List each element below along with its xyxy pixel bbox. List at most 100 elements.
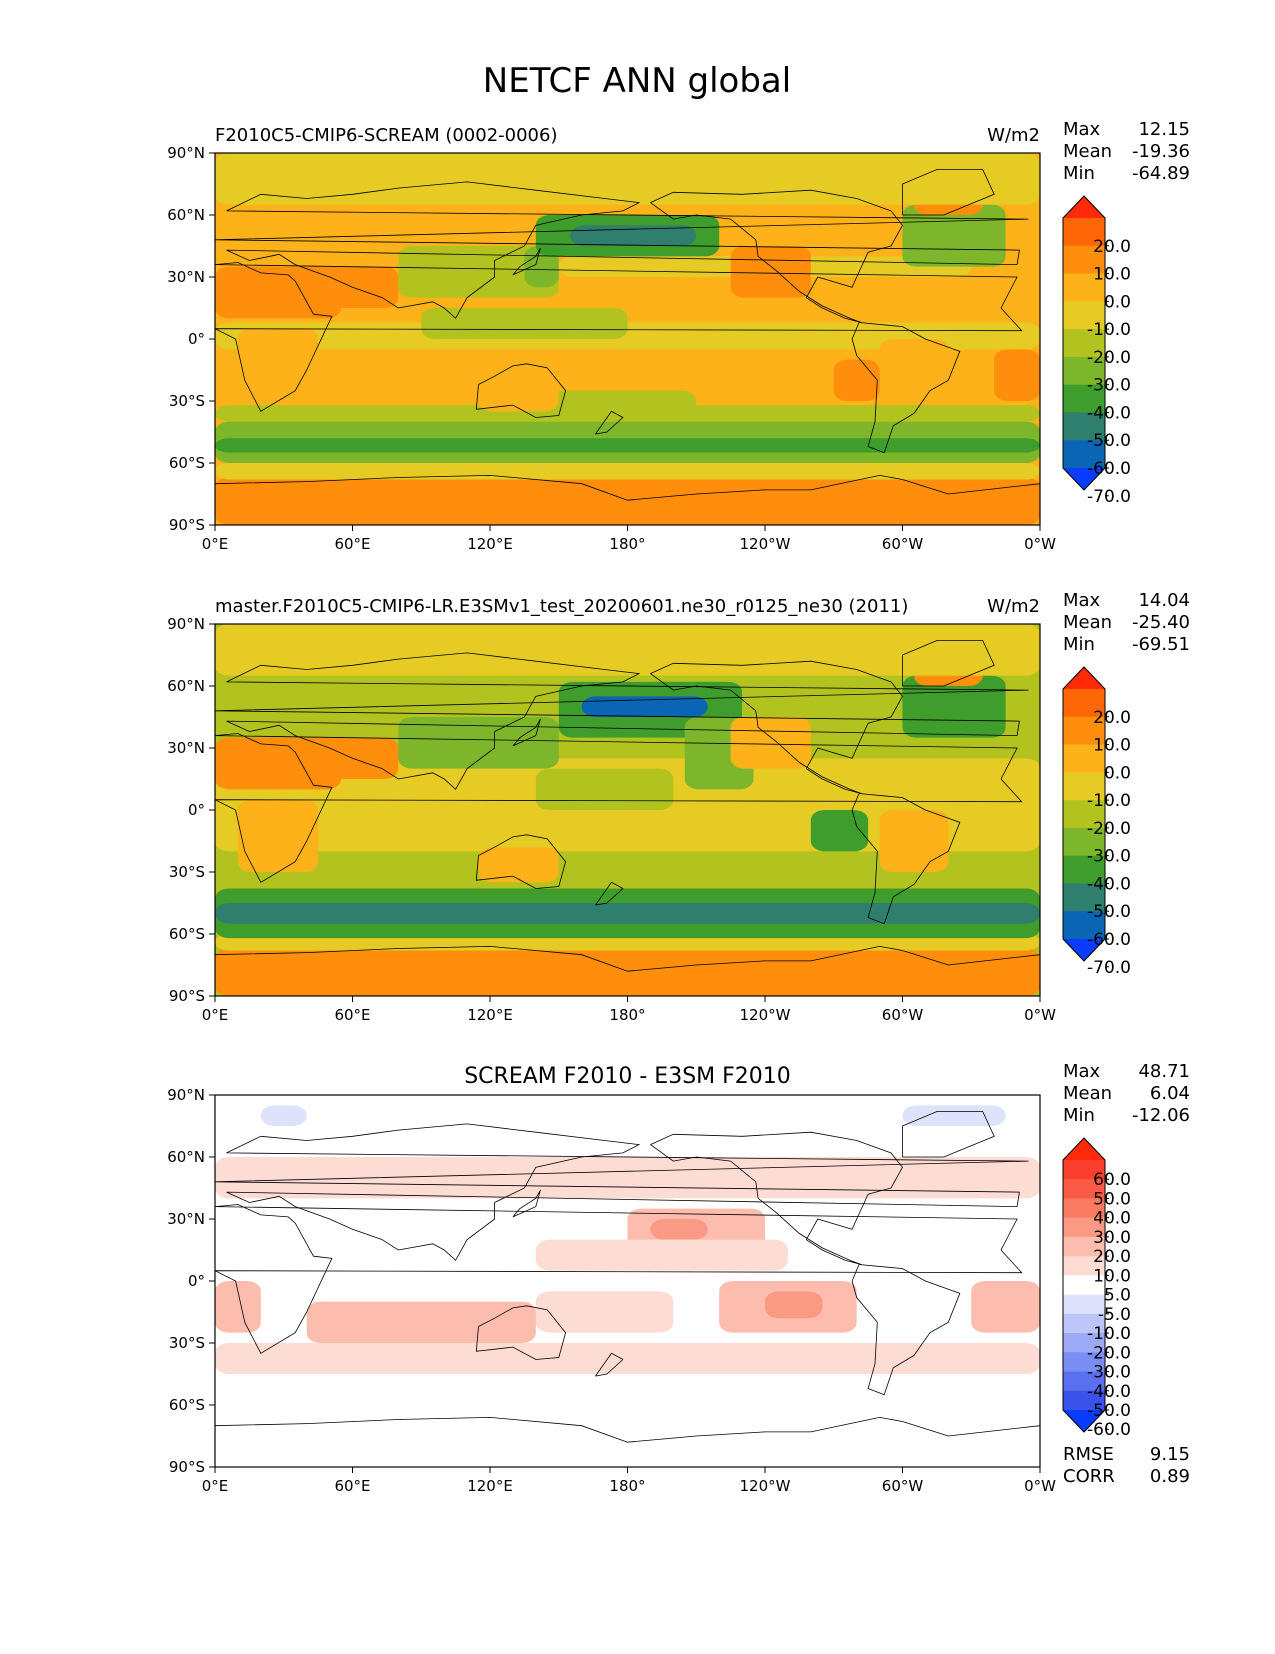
colorbar-segment — [1063, 329, 1105, 358]
y-tick-label: 60°N — [167, 1148, 205, 1166]
colorbar-segment — [1063, 1371, 1105, 1392]
y-tick-label: 30°N — [167, 739, 205, 757]
map-field — [215, 1095, 1040, 1467]
colorbar-segment — [1063, 1294, 1105, 1315]
colorbar-label: -40.0 — [1087, 1382, 1131, 1402]
coastline — [650, 1131, 903, 1265]
colorbar-label: 10.0 — [1093, 736, 1131, 756]
colorbar-segment — [1063, 1333, 1105, 1353]
y-tick-label: 0° — [188, 330, 205, 348]
colorbar-label: 10.0 — [1093, 265, 1131, 285]
coastline — [215, 474, 1040, 501]
colorbar-segment — [1063, 1236, 1105, 1257]
x-tick-label: 120°W — [740, 535, 791, 553]
coastline — [650, 189, 903, 323]
colorbar-label: 20.0 — [1093, 1247, 1131, 1267]
field-region — [902, 1105, 1006, 1126]
field-region — [810, 810, 869, 852]
y-tick-label: 60°S — [169, 925, 205, 943]
field-region — [215, 405, 1040, 422]
colorbar-segment — [1063, 440, 1105, 469]
colorbar-extend-max — [1063, 1138, 1105, 1160]
colorbar-segment — [1063, 1198, 1105, 1219]
field-region — [833, 359, 880, 401]
field-region — [535, 1239, 788, 1271]
coastline — [215, 1416, 1040, 1443]
stat-label: CORR — [1063, 1466, 1115, 1487]
stat-label: RMSE — [1063, 1444, 1114, 1465]
coastline — [650, 660, 903, 794]
x-tick-label: 0°E — [202, 535, 229, 553]
colorbar-label: 30.0 — [1093, 1228, 1131, 1248]
colorbar-label: -10.0 — [1087, 791, 1131, 811]
colorbar-label: 60.0 — [1093, 1170, 1131, 1190]
y-tick-label: 60°S — [169, 454, 205, 472]
panel-units: W/m2 — [987, 125, 1040, 146]
field-region — [237, 799, 319, 872]
y-tick-label: 30°S — [169, 392, 205, 410]
y-tick-label: 30°N — [167, 1210, 205, 1228]
field-region — [994, 349, 1040, 401]
colorbar-label: -60.0 — [1087, 459, 1131, 479]
figure-title: NETCF ANN global — [483, 61, 791, 101]
field-region — [971, 1281, 1040, 1333]
colorbar-segment — [1063, 1160, 1105, 1180]
stat-label: Max — [1063, 1061, 1101, 1082]
coastline — [512, 247, 541, 276]
colorbar-label: -30.0 — [1087, 1363, 1131, 1383]
x-tick-label: 0°E — [202, 1006, 229, 1024]
colorbar-label: -70.0 — [1087, 487, 1131, 507]
field-region — [421, 308, 628, 339]
field-region — [581, 696, 708, 717]
colorbar-label: -60.0 — [1087, 1420, 1131, 1440]
x-tick-label: 180° — [609, 1006, 645, 1024]
coastline — [595, 881, 624, 906]
coastline — [215, 262, 1023, 412]
colorbar-segment — [1063, 245, 1105, 275]
colorbar-label: 0.0 — [1104, 292, 1131, 312]
coastline — [215, 652, 1029, 790]
map-field — [215, 624, 1040, 996]
field-region — [879, 339, 949, 401]
field-region — [478, 847, 559, 883]
coastline — [851, 322, 961, 454]
y-tick-label: 90°S — [169, 1458, 205, 1476]
stat-label: Min — [1063, 163, 1095, 184]
y-tick-label: 60°S — [169, 1396, 205, 1414]
colorbar-label: 10.0 — [1093, 1266, 1131, 1286]
stat-label: Max — [1063, 590, 1101, 611]
stat-value: -12.06 — [1132, 1105, 1190, 1126]
panel-title: SCREAM F2010 - E3SM F2010 — [464, 1064, 791, 1089]
stat-label: Mean — [1063, 612, 1112, 633]
colorbar-segment — [1063, 1275, 1105, 1296]
colorbar-label: 20.0 — [1093, 708, 1131, 728]
colorbar-segment — [1063, 744, 1105, 773]
colorbar-segment — [1063, 273, 1105, 302]
colorbar-segment — [1063, 716, 1105, 746]
colorbar-extend-min — [1063, 1410, 1105, 1432]
colorbar: 20.0 10.0 0.0 -10.0 -20.0 -30.0 -40.0 -50.0 -60.… — [1062, 195, 1131, 507]
panel-test: 0°E 60°E 120°E 180° 120°W 60°W 0°W 90°N 60°N 30°N… — [167, 119, 1190, 553]
y-tick-label: 90°N — [167, 1086, 205, 1104]
field-region — [570, 225, 697, 246]
stat-value: -19.36 — [1132, 141, 1190, 162]
stat-value: 9.15 — [1150, 1444, 1190, 1465]
coastline — [851, 1264, 961, 1396]
colorbar-label: 40.0 — [1093, 1209, 1131, 1229]
map-field — [215, 153, 1040, 525]
colorbar-label: 50.0 — [1093, 1189, 1131, 1209]
y-tick-label: 0° — [188, 1272, 205, 1290]
coastline — [512, 1189, 541, 1218]
panel-ref: 0°E 60°E 120°E 180° 120°W 60°W 0°W 90°N 60°N 30°N… — [167, 590, 1190, 1024]
y-tick-label: 0° — [188, 801, 205, 819]
stat-value: 14.04 — [1138, 590, 1190, 611]
coastline — [215, 733, 1023, 883]
colorbar-label: 0.0 — [1104, 763, 1131, 783]
colorbar-segment — [1063, 301, 1105, 330]
field-region — [478, 376, 559, 412]
coastline — [595, 1352, 624, 1377]
coastline — [475, 834, 567, 889]
stat-label: Min — [1063, 1105, 1095, 1126]
field-region — [260, 1105, 307, 1126]
